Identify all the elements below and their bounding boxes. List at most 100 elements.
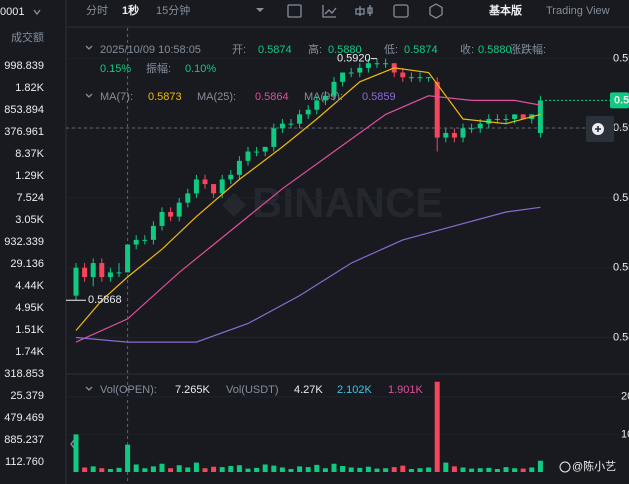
candle-body (185, 193, 191, 203)
y-tick-label: 0.586 (613, 331, 629, 343)
volume-bar (520, 468, 526, 472)
info-label: 收: (460, 42, 474, 56)
volume-bar (185, 467, 191, 472)
volume-bar (297, 466, 303, 472)
info-label: 开: (232, 44, 246, 56)
info-value: 0.10% (185, 63, 216, 75)
left-value: 112.760 (5, 456, 44, 468)
vol-label: Vol(OPEN): (100, 384, 157, 396)
symbol-dropdown[interactable] (33, 9, 41, 16)
vol-tick-label: 20 (621, 391, 629, 403)
left-header: 成交额 (11, 30, 44, 44)
candle-body (503, 119, 509, 121)
left-value: 4.44K (15, 280, 44, 292)
volume-bar (73, 434, 79, 472)
candle-body (202, 179, 208, 185)
candle-body (279, 123, 285, 129)
volume-bar (262, 464, 268, 472)
candle-body (254, 151, 260, 153)
ma-value: 0.5864 (255, 91, 289, 103)
info-label: 振幅: (146, 61, 171, 75)
candle-body (443, 132, 449, 138)
layout-icon[interactable] (429, 3, 443, 19)
left-value: 1.74K (15, 346, 44, 358)
volume-bar (168, 468, 174, 472)
candle-body (494, 119, 500, 121)
left-value: 376.961 (4, 126, 44, 138)
volume-bar (254, 467, 260, 472)
info-label: 低: (384, 43, 398, 56)
candle-body (322, 95, 328, 101)
candle-body (357, 67, 363, 73)
settings-icon[interactable] (393, 4, 409, 18)
volume-bar (512, 468, 518, 472)
volume-bar (133, 464, 139, 472)
candle-body (116, 272, 122, 274)
left-value: 318.853 (4, 368, 44, 380)
y-tick-label: 0.589 (613, 192, 629, 204)
volume-bar (383, 468, 389, 472)
collapse[interactable] (85, 386, 93, 391)
candle-body (408, 77, 414, 79)
vol-tick-label: 10 (621, 428, 629, 440)
volume-bar (460, 467, 466, 472)
tradingview[interactable]: Trading View (546, 5, 610, 17)
info-value: 0.5874 (258, 44, 292, 56)
left-value: 998.839 (4, 60, 44, 72)
collapse[interactable] (85, 93, 93, 98)
scroll-left[interactable] (70, 439, 75, 449)
ma-legend: MA(7): 0.5873 MA(25): 0.5864 MA(99): 0.5859 (100, 91, 396, 103)
volume-bar (193, 462, 199, 472)
volume-bar (142, 468, 148, 472)
basic-version[interactable]: 基本版 (488, 3, 522, 17)
volume-bar (348, 467, 354, 472)
left-value: 4.95K (15, 302, 44, 314)
volume-bar (391, 467, 397, 472)
symbol[interactable]: 0001 (0, 6, 24, 18)
annotation: 0.5868 (88, 294, 122, 306)
info-time: 2025/10/09 10:58:05 (100, 44, 201, 56)
info-value: 0.5880 (328, 44, 362, 56)
volume-bar (426, 467, 432, 472)
candle-body (537, 100, 543, 133)
ma-line (75, 206, 541, 343)
left-value: 3.05K (15, 214, 44, 226)
left-value: 932.339 (4, 236, 44, 248)
candle-body (417, 77, 423, 79)
candle-body (512, 114, 518, 120)
volume-bar (400, 465, 406, 472)
info-value: 0.15% (100, 63, 131, 75)
candle-body (99, 263, 105, 278)
candle-body (365, 63, 371, 68)
draw-icon[interactable] (322, 5, 337, 18)
candle-icon[interactable] (355, 5, 373, 16)
candle-body (82, 267, 88, 278)
collapse[interactable] (85, 45, 93, 50)
candle-body (297, 114, 303, 124)
left-column: 998.839 1.82K 853.894 376.961 8.37K 1.29K 7.52… (4, 60, 44, 468)
vol-label: Vol(USDT) (226, 384, 279, 396)
candle-body (340, 72, 346, 82)
volume-bar (288, 468, 294, 472)
candle-body (434, 81, 440, 138)
tab-active[interactable]: 1秒 (122, 3, 139, 17)
volume-bar (90, 466, 96, 472)
more-intervals[interactable] (256, 8, 264, 12)
tab[interactable]: 15分钟 (156, 3, 190, 17)
info-label: 涨跌幅: (510, 42, 546, 56)
volume-bar (443, 462, 449, 472)
volume-bar (529, 467, 535, 472)
volume-bar (494, 468, 500, 472)
indicator-icon[interactable] (287, 4, 302, 18)
candle-body (168, 211, 174, 217)
volume-bar (228, 465, 234, 472)
info-value: 0.5874 (404, 44, 438, 56)
candle-body (125, 244, 131, 273)
volume-bar (219, 467, 225, 472)
volume-bar (176, 465, 182, 472)
candle-body (374, 63, 380, 65)
volume-bar (271, 465, 277, 472)
volume-bar (408, 468, 414, 472)
tab[interactable]: 分时 (86, 4, 108, 17)
